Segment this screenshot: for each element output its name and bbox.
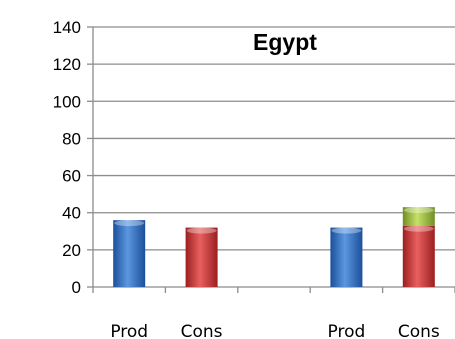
bar-segment <box>330 227 363 287</box>
bar-body <box>113 220 146 287</box>
bar-highlight <box>186 227 217 234</box>
bar-segment <box>402 207 435 226</box>
bar-segment <box>113 220 146 287</box>
bar-segment <box>402 225 435 287</box>
bar-body <box>330 227 363 287</box>
bar-body <box>402 207 435 226</box>
bar-highlight <box>331 227 362 234</box>
bar-body <box>185 227 218 287</box>
y-tick-label: 140 <box>53 18 81 37</box>
chart-title: Egypt <box>253 29 317 55</box>
y-tick-label: 20 <box>62 241 81 260</box>
bar-highlight <box>403 225 434 232</box>
bars <box>113 207 435 287</box>
labels: 0 20 40 60 80 100 120 140 Prod Cons Prod Cons <box>53 18 440 339</box>
y-tick-label: 0 <box>72 278 81 297</box>
bar-body <box>402 225 435 287</box>
x-category-label: Prod <box>110 322 148 339</box>
y-tick-label: 80 <box>62 129 81 148</box>
y-tick-label: 100 <box>53 92 81 111</box>
axes <box>87 26 455 293</box>
y-tick-label: 120 <box>53 55 81 74</box>
gridlines <box>93 26 455 251</box>
y-tick-label: 60 <box>62 167 81 186</box>
y-tick-label: 40 <box>62 204 81 223</box>
bar-segment <box>185 227 218 287</box>
x-category-label: Prod <box>328 322 366 339</box>
bar-highlight <box>403 207 434 214</box>
x-category-label: Cons <box>398 322 440 339</box>
bar-highlight <box>114 220 145 227</box>
x-category-label: Cons <box>181 322 223 339</box>
